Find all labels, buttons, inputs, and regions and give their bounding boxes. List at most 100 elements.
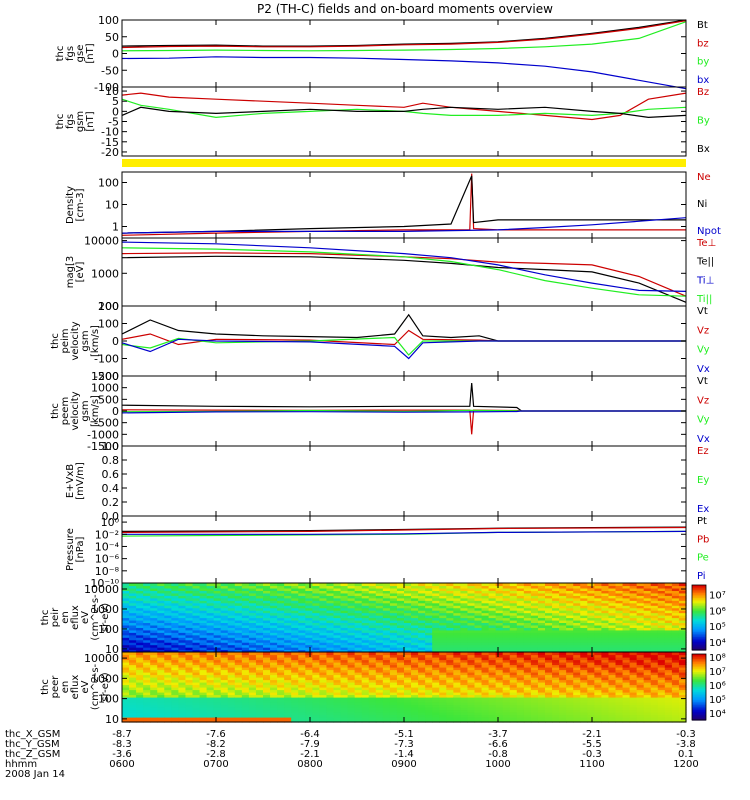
spectrogram-cell — [199, 667, 208, 671]
legend-label: Vz — [697, 325, 709, 336]
spectrogram-cell — [234, 679, 243, 683]
spectrogram-cell — [389, 687, 398, 691]
spectrogram-cell — [164, 707, 172, 711]
spectrogram-cell — [319, 629, 328, 633]
spectrogram-cell — [382, 590, 391, 594]
spectrogram-cell — [333, 669, 342, 673]
spectrogram-cell — [227, 679, 236, 683]
y-axis-label: [nT] — [85, 43, 96, 63]
spectrogram-cell — [347, 585, 356, 589]
spectrogram-cell — [523, 702, 532, 706]
spectrogram-cell — [453, 669, 461, 673]
spectrogram-cell — [248, 657, 257, 661]
spectrogram-cell — [523, 592, 532, 596]
spectrogram-cell — [488, 652, 497, 656]
spectrogram-cell — [657, 605, 666, 609]
spectrogram-cell — [185, 647, 194, 651]
spectrogram-cell — [545, 590, 553, 594]
spectrogram-cell — [446, 590, 454, 594]
spectrogram-cell — [122, 687, 130, 691]
spectrogram-cell — [333, 617, 342, 621]
spectrogram-cell — [291, 587, 299, 591]
spectrogram-cell — [650, 647, 659, 651]
spectrogram-cell — [601, 627, 610, 631]
spectrogram-cell — [523, 617, 532, 621]
spectrogram-cell — [474, 674, 483, 678]
spectrogram-cell — [171, 707, 179, 711]
spectrogram-cell — [580, 605, 588, 609]
spectrogram-cell — [143, 644, 151, 648]
spectrogram-cell — [516, 677, 525, 681]
spectrogram-cell — [312, 657, 320, 661]
spectrogram-cell — [305, 674, 313, 678]
spectrogram-cell — [516, 612, 525, 616]
spectrogram-cell — [580, 667, 588, 671]
spectrogram-cell — [164, 605, 172, 609]
spectrogram-cell — [234, 590, 243, 594]
spectrogram-cell — [305, 667, 313, 671]
spectrogram-cell — [178, 672, 187, 676]
spectrogram-cell — [340, 689, 349, 693]
spectrogram-cell — [319, 654, 328, 658]
spectrogram-cell — [171, 615, 179, 619]
spectrogram-cell — [199, 719, 208, 723]
spectrogram-cell — [284, 587, 292, 591]
spectrogram-cell — [467, 637, 476, 641]
spectrogram-cell — [488, 592, 497, 596]
spectrogram-cell — [354, 637, 363, 641]
spectrogram-cell — [171, 627, 179, 631]
spectrogram-cell — [333, 702, 342, 706]
spectrogram-cell — [664, 702, 673, 706]
spectrogram-cell — [432, 672, 440, 676]
spectrogram-cell — [657, 709, 666, 713]
spectrogram-cell — [495, 659, 504, 663]
spectrogram-cell — [580, 682, 588, 686]
spectrogram-cell — [248, 677, 257, 681]
spectrogram-cell — [643, 684, 652, 688]
spectrogram-cell — [263, 583, 271, 587]
spectrogram-cell — [396, 587, 405, 591]
spectrogram-cell — [460, 654, 469, 658]
spectrogram-cell — [389, 719, 398, 723]
spectrogram-cell — [545, 622, 553, 626]
colorbar-cell — [692, 713, 706, 716]
spectrogram-cell — [340, 687, 349, 691]
spectrogram-cell — [559, 634, 567, 638]
spectrogram-cell — [326, 712, 335, 716]
spectrogram-cell — [333, 719, 342, 723]
spectrogram-cell — [678, 624, 687, 628]
spectrogram-cell — [502, 610, 511, 614]
spectrogram-cell — [171, 637, 179, 641]
spectrogram-cell — [340, 669, 349, 673]
legend-label: By — [697, 116, 710, 127]
spectrogram-cell — [143, 667, 151, 671]
spectrogram-cell — [347, 692, 356, 696]
spectrogram-cell — [404, 667, 412, 671]
spectrogram-cell — [411, 657, 419, 661]
spectrogram-cell — [248, 610, 257, 614]
spectrogram-cell — [615, 679, 624, 683]
spectrogram-cell — [545, 694, 553, 698]
spectrogram-cell — [122, 662, 130, 666]
spectrogram-cell — [255, 627, 264, 631]
spectrogram-cell — [573, 615, 581, 619]
spectrogram-cell — [178, 619, 187, 624]
spectrogram-cell — [129, 612, 137, 616]
spectrogram-cell — [411, 624, 419, 628]
spectrogram-cell — [347, 689, 356, 693]
spectrogram-cell — [150, 642, 158, 646]
spectrogram-cell — [305, 707, 313, 711]
spectrogram-cell — [220, 692, 229, 696]
spectrogram-cell — [587, 612, 595, 616]
spectrogram-cell — [516, 615, 525, 619]
spectrogram-cell — [263, 664, 271, 668]
spectrogram-cell — [263, 704, 271, 708]
spectrogram-cell — [241, 629, 250, 633]
spectrogram-cell — [664, 682, 673, 686]
spectrogram-cell — [594, 709, 602, 713]
spectrogram-cell — [284, 697, 292, 701]
spectrogram-cell — [319, 605, 328, 609]
spectrogram-cell — [502, 672, 511, 676]
spectrogram-cell — [418, 699, 426, 703]
spectrogram-cell — [460, 672, 469, 676]
